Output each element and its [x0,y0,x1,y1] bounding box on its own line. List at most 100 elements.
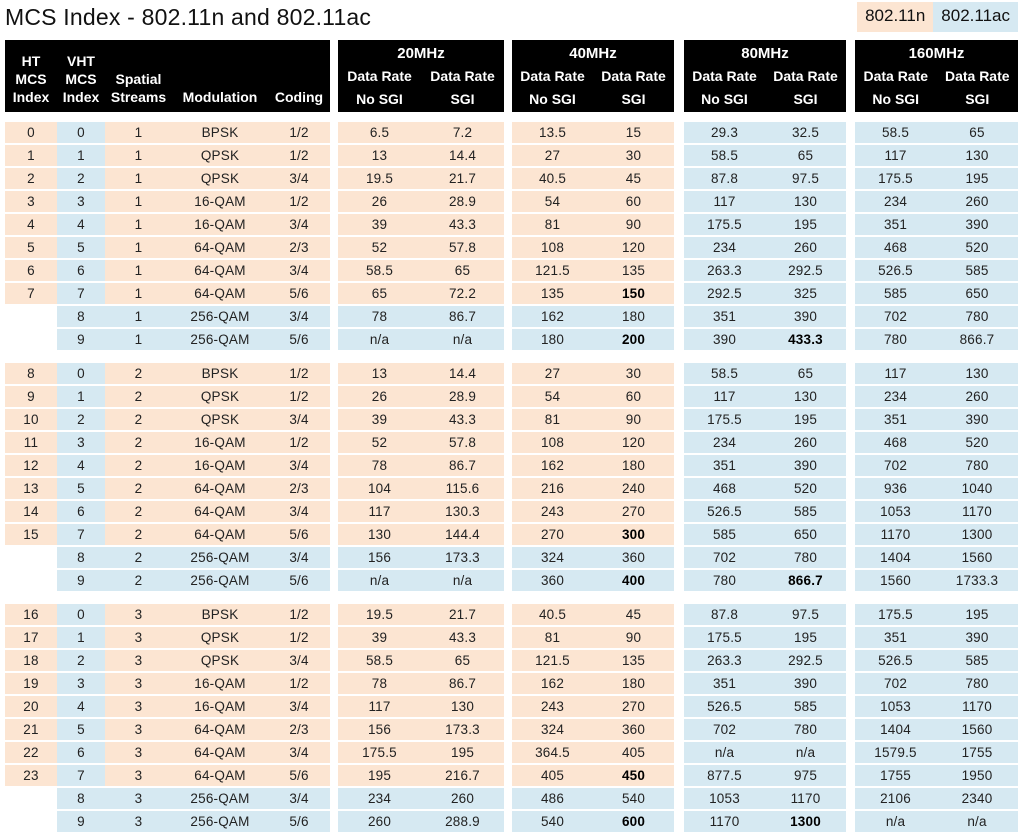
cell-coding: 3/4 [268,214,330,235]
cell-coding: 5/6 [268,811,330,832]
cell-data-rate: 390 [936,627,1018,648]
col-spacer [674,570,684,591]
cell-data-rate: 135 [593,650,674,671]
sgi-label: SGI [450,91,475,107]
col-spacer [330,455,338,476]
cell-data-rate: 585 [936,650,1018,671]
mcs-group-1-stream: 0 0 1 BPSK 1/2 6.5 7.2 13.5 15 29.3 32.5 58.5 65 1 1 1 Q… [5,122,1024,350]
col-spacer [674,306,684,327]
cell-data-rate: n/a [855,811,936,832]
cell-data-rate: 81 [512,627,593,648]
cell-vht-mcs-index: 3 [57,673,105,694]
cell-data-rate: 1560 [855,570,936,591]
cell-coding: 1/2 [268,386,330,407]
cell-data-rate: 175.5 [684,409,765,430]
col-spacer [846,363,855,384]
cell-data-rate: 866.7 [936,329,1018,350]
cell-data-rate: 2106 [855,788,936,809]
col-spacer [330,788,338,809]
col-spacer [330,547,338,568]
cell-ht-mcs-index: 20 [5,696,57,717]
cell-data-rate: 877.5 [684,765,765,786]
cell-ht-mcs-index: 14 [5,501,57,522]
col-spacer [504,145,512,166]
sgi-label: SGI [793,91,818,107]
header-spatial-streams: Spatial Streams [105,40,172,112]
col-spacer [674,237,684,258]
cell-data-rate: 526.5 [684,501,765,522]
band-header-20mhz: 20MHz Data Rate No SGI Data Rate SGI [338,40,504,112]
col-spacer [330,122,338,143]
band-sub-sgi: Data Rate SGI [593,69,674,106]
col-spacer [330,765,338,786]
mcs-group-3-stream: 16 0 3 BPSK 1/2 19.5 21.7 40.5 45 87.8 97.5 175.5 19… [5,604,1024,832]
col-spacer [504,329,512,350]
col-spacer [504,673,512,694]
cell-spatial-streams: 1 [105,145,172,166]
col-spacer [846,329,855,350]
cell-ht-mcs-index: 10 [5,409,57,430]
cell-ht-mcs-index: 22 [5,742,57,763]
col-spacer [504,214,512,235]
col-spacer [846,283,855,304]
cell-data-rate: 26 [338,386,421,407]
col-spacer [504,386,512,407]
cell-data-rate: 175.5 [855,168,936,189]
cell-data-rate: 650 [765,524,846,545]
cell-data-rate: 180 [512,329,593,350]
cell-ht-mcs-index: 9 [5,386,57,407]
cell-data-rate: 260 [936,386,1018,407]
col-spacer [330,306,338,327]
cell-spatial-streams: 1 [105,306,172,327]
cell-data-rate: 162 [512,673,593,694]
cell-data-rate: 520 [936,432,1018,453]
col-spacer [846,145,855,166]
cell-coding: 2/3 [268,478,330,499]
cell-ht-mcs-index: 23 [5,765,57,786]
cell-data-rate: 29.3 [684,122,765,143]
col-spacer [846,811,855,832]
cell-data-rate: 97.5 [765,604,846,625]
cell-data-rate: 21.7 [421,604,504,625]
cell-data-rate: 585 [855,283,936,304]
cell-data-rate: 150 [593,283,674,304]
header-coding: Coding [268,40,330,112]
cell-coding: 3/4 [268,547,330,568]
cell-data-rate: 78 [338,673,421,694]
cell-data-rate: 156 [338,719,421,740]
cell-data-rate: 866.7 [765,570,846,591]
band-sub-sgi: Data Rate SGI [421,69,504,106]
data-rate-label: Data Rate [347,68,412,84]
cell-data-rate: 468 [855,432,936,453]
cell-data-rate: 57.8 [421,237,504,258]
cell-vht-mcs-index: 8 [57,306,105,327]
band-subrow: Data Rate No SGI Data Rate SGI [338,69,504,106]
cell-data-rate: 58.5 [684,145,765,166]
cell-data-rate: 58.5 [338,650,421,671]
cell-modulation: QPSK [172,627,268,648]
cell-vht-mcs-index: 3 [57,432,105,453]
band-subrow: Data Rate No SGI Data Rate SGI [684,69,846,106]
cell-ht-mcs-index: 6 [5,260,57,281]
cell-data-rate: 130 [421,696,504,717]
cell-data-rate: 216.7 [421,765,504,786]
cell-modulation: 16-QAM [172,696,268,717]
sgi-label: SGI [621,91,646,107]
cell-vht-mcs-index: 0 [57,604,105,625]
cell-ht-mcs-index: 21 [5,719,57,740]
col-spacer [846,696,855,717]
cell-data-rate: 39 [338,409,421,430]
cell-ht-mcs-index: 3 [5,191,57,212]
cell-data-rate: 234 [338,788,421,809]
cell-data-rate: 243 [512,501,593,522]
cell-data-rate: 195 [765,627,846,648]
cell-data-rate: 86.7 [421,306,504,327]
cell-data-rate: 360 [593,719,674,740]
cell-ht-mcs-index [5,329,57,350]
col-spacer [846,409,855,430]
cell-data-rate: 60 [593,386,674,407]
cell-data-rate: 19.5 [338,604,421,625]
cell-data-rate: 1170 [936,696,1018,717]
band-title-40mhz: 40MHz [569,45,617,62]
header-spacer [504,40,512,112]
